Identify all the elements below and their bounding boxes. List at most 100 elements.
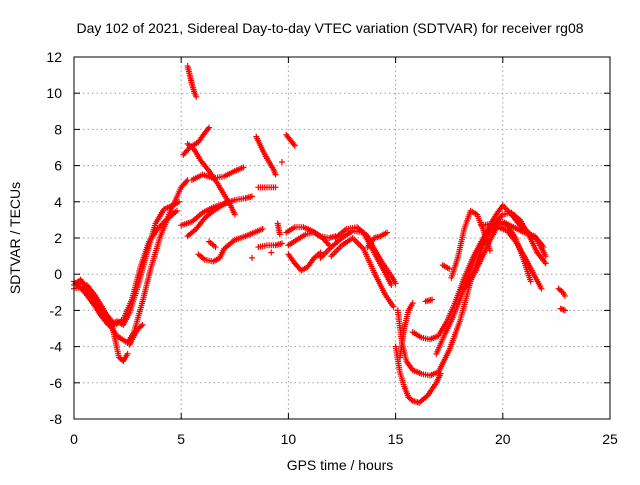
data-point-run [287, 137, 297, 148]
data-point-run [285, 251, 297, 265]
data-point-run [317, 245, 333, 261]
data-point-run [416, 393, 430, 406]
data-point-run [405, 394, 415, 403]
data-point-run [311, 229, 324, 240]
data-point-run [435, 320, 449, 339]
data-point-run [521, 229, 537, 239]
data-point-run [409, 329, 423, 340]
data-point-run [298, 264, 310, 274]
data-point-run [396, 327, 407, 361]
data-point [248, 193, 255, 200]
chart-title: Day 102 of 2021, Sidereal Day-to-day VTE… [76, 20, 583, 36]
data-point-run [113, 332, 129, 345]
data-point-run [184, 63, 193, 77]
data-point [392, 280, 399, 287]
data-point-run [461, 256, 475, 281]
data-point [446, 265, 453, 272]
data-point-run [186, 72, 195, 86]
data-point-run [227, 202, 237, 216]
data-point-run [396, 368, 407, 388]
data-point-run [450, 293, 465, 319]
axis-ticks: 0 5 10 15 20 25 -8 -6 -4 -2 0 2 4 6 8 10 12 [46, 49, 618, 447]
data-point-run [516, 222, 531, 235]
data-point-run [251, 226, 264, 236]
data-point-run [231, 165, 245, 175]
series-track-m [206, 238, 219, 251]
data-point-run [448, 256, 461, 281]
data-point-run [510, 224, 526, 235]
series-track-ai [422, 296, 436, 305]
data-point-run [242, 230, 256, 240]
series-track-an [557, 305, 568, 314]
data-point-run [405, 301, 415, 314]
data-point-run [283, 131, 293, 142]
series-track-z [328, 235, 397, 310]
data-point-run [116, 354, 125, 363]
data-point [317, 249, 324, 256]
data-point-run [137, 240, 152, 270]
data-point-run [257, 142, 267, 156]
data-point-run [328, 236, 344, 251]
data-point-run [285, 237, 299, 249]
data-point-run [216, 247, 227, 261]
x-tick-label: 10 [281, 431, 297, 447]
data-point-run [381, 291, 396, 308]
data-point-run [293, 232, 307, 243]
data-point-run [339, 236, 354, 249]
data-point-run [349, 235, 365, 251]
data-point-run [319, 235, 331, 247]
data-point [176, 198, 183, 205]
data-point-run [489, 222, 501, 240]
data-point-run [480, 235, 495, 258]
data-point-run [401, 383, 411, 399]
y-axis-label: SDTVAR / TECUs [7, 182, 23, 294]
data-point-run [461, 209, 473, 232]
series-track-x [285, 249, 324, 274]
y-tick-label: 4 [54, 194, 62, 210]
data-point [542, 260, 549, 267]
series-track-aj [448, 207, 493, 281]
data-point [276, 231, 283, 238]
series-track-l [195, 225, 266, 265]
data-point [193, 93, 200, 100]
data-point-run [188, 210, 205, 225]
series-track-n [253, 133, 279, 178]
data-point [388, 282, 395, 289]
y-tick-label: 8 [54, 121, 62, 137]
data-point-run [163, 209, 179, 223]
data-point-run [218, 199, 230, 209]
data-point [231, 211, 238, 218]
data-point-run [184, 227, 198, 240]
data-point-run [178, 219, 194, 229]
data-point-run [178, 178, 190, 191]
data-point [561, 307, 568, 314]
data-point-run [161, 203, 174, 213]
data-point-run [88, 296, 102, 316]
data-point-run [210, 203, 224, 214]
data-point-run [371, 245, 385, 265]
data-point-run [283, 225, 297, 236]
data-point [291, 142, 298, 149]
data-point-run [120, 352, 130, 365]
data-point-run [300, 224, 314, 234]
data-point-run [184, 140, 196, 151]
data-point [240, 164, 247, 171]
series-track-o [255, 184, 279, 191]
data-point-run [381, 269, 394, 287]
data-point-run [499, 202, 513, 216]
data-point-run [261, 151, 272, 164]
data-point [538, 285, 545, 292]
data-point [124, 350, 131, 357]
data-point-run [199, 171, 215, 181]
series-track-i [178, 193, 255, 229]
data-point [384, 229, 391, 236]
data-point-run [512, 235, 527, 263]
data-point-run [304, 256, 317, 270]
series-track-j [188, 164, 247, 184]
data-point-run [131, 327, 141, 339]
data-point [206, 124, 213, 131]
data-point [272, 184, 279, 191]
data-point-run [444, 300, 458, 325]
data-point-run [360, 245, 377, 274]
